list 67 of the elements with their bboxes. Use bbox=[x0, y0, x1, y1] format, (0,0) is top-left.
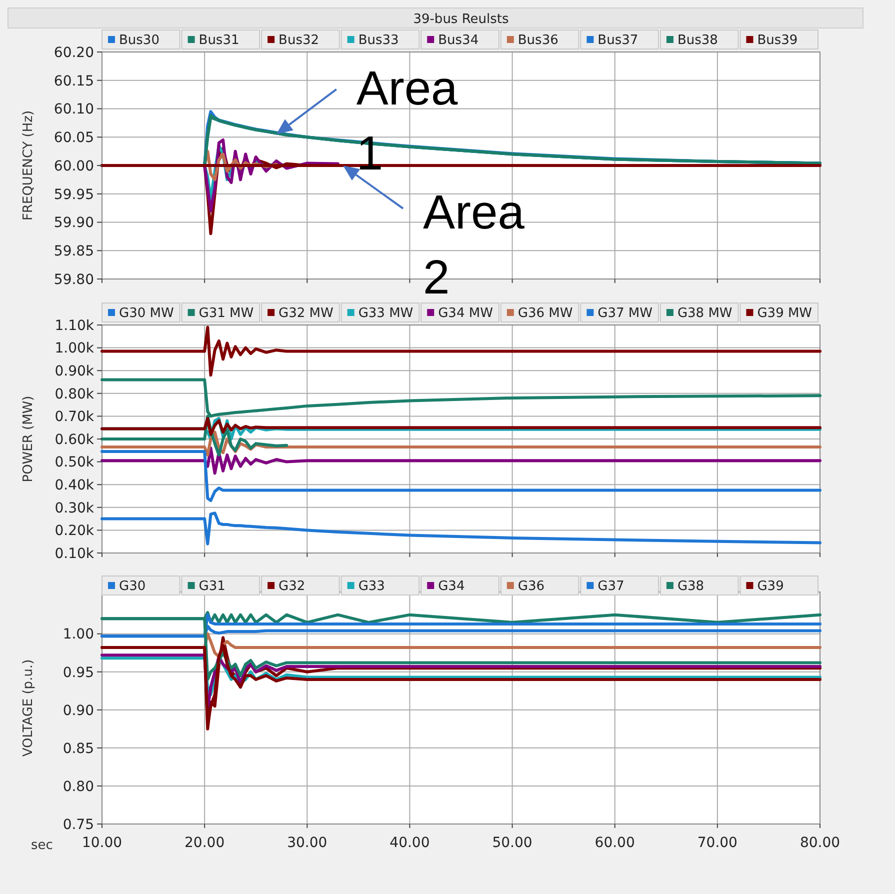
y-tick-label: 60.00 bbox=[54, 158, 94, 174]
y-tick-label: 0.60k bbox=[54, 432, 95, 448]
y-tick-label: 0.30k bbox=[54, 500, 95, 516]
legend-label: Bus36 bbox=[518, 33, 558, 48]
legend-label: G33 MW bbox=[358, 306, 414, 321]
x-tick-label: 50.00 bbox=[492, 835, 532, 851]
legend-label: G32 MW bbox=[278, 306, 334, 321]
legend-label: G34 MW bbox=[438, 306, 494, 321]
legend-label: Bus33 bbox=[358, 33, 399, 48]
x-tick-label: 20.00 bbox=[184, 835, 225, 851]
y-tick-label: 60.05 bbox=[54, 130, 94, 146]
legend-label: Bus39 bbox=[757, 33, 798, 48]
y-tick-label: 59.95 bbox=[54, 186, 94, 203]
y-tick-label: 60.10 bbox=[54, 102, 94, 118]
y-tick-label: 0.20k bbox=[54, 523, 95, 540]
legend-label: Bus34 bbox=[438, 33, 479, 48]
legend-label: Bus31 bbox=[198, 33, 240, 48]
y-tick-label: 1.00 bbox=[62, 626, 94, 643]
y-tick-label: 1.10k bbox=[54, 318, 95, 334]
legend-label: G36 MW bbox=[518, 306, 573, 321]
x-tick-label: 30.00 bbox=[287, 835, 328, 851]
legend-label: G38 bbox=[677, 579, 704, 594]
y-tick-label: 0.50k bbox=[54, 454, 95, 471]
legend-label: Bus32 bbox=[278, 33, 320, 48]
y-tick-label: 1.00k bbox=[54, 340, 95, 357]
x-tick-label: 60.00 bbox=[594, 835, 635, 851]
legend-label: G37 bbox=[598, 579, 624, 594]
y-tick-label: 0.40k bbox=[54, 478, 95, 494]
chart-title: 39-bus Reulsts bbox=[413, 12, 510, 27]
y-tick-label: 59.90 bbox=[54, 215, 94, 232]
legend-label: G39 bbox=[757, 579, 784, 594]
y-tick-label: 0.90 bbox=[62, 702, 94, 719]
legend-label: G39 MW bbox=[757, 306, 812, 321]
y-tick-label: 0.95 bbox=[62, 664, 94, 681]
legend-label: G31 bbox=[198, 579, 226, 594]
legend-label: G37 MW bbox=[598, 306, 653, 321]
x-tick-label: 10.00 bbox=[82, 835, 122, 851]
legend-label: G33 bbox=[358, 579, 385, 594]
legend-label: Bus38 bbox=[677, 33, 718, 48]
y-tick-label: 0.75 bbox=[62, 816, 94, 833]
y-tick-label: 0.85 bbox=[62, 740, 94, 757]
y-axis-title: VOLTAGE (p.u.) bbox=[21, 659, 36, 757]
legend-label: G38 MW bbox=[677, 306, 732, 321]
y-tick-label: 0.80k bbox=[54, 386, 95, 402]
y-axis-title: POWER (MW) bbox=[21, 396, 36, 482]
y-tick-label: 60.20 bbox=[54, 44, 94, 61]
x-axis-title: sec bbox=[31, 838, 53, 853]
annotation: Area 2 bbox=[423, 186, 525, 304]
y-tick-label: 60.15 bbox=[54, 73, 94, 90]
legend-label: G36 bbox=[518, 579, 545, 594]
legend-label: G30 bbox=[119, 579, 146, 594]
legend-label: G30 MW bbox=[119, 306, 174, 321]
legend-label: G32 bbox=[278, 579, 306, 594]
y-tick-label: 0.90k bbox=[54, 364, 95, 380]
y-tick-label: 0.10k bbox=[54, 546, 95, 562]
x-tick-label: 40.00 bbox=[390, 835, 430, 851]
y-tick-label: 59.80 bbox=[54, 272, 94, 288]
legend-label: Bus30 bbox=[119, 33, 160, 48]
legend-label: G34 bbox=[438, 579, 465, 594]
y-axis-title: FREQUENCY (Hz) bbox=[21, 110, 36, 221]
y-tick-label: 0.70k bbox=[54, 409, 95, 426]
legend-label: Bus37 bbox=[598, 33, 638, 48]
x-tick-label: 70.00 bbox=[697, 835, 738, 851]
x-tick-label: 80.00 bbox=[800, 835, 840, 851]
y-tick-label: 59.85 bbox=[54, 244, 94, 260]
y-tick-label: 0.80 bbox=[62, 778, 94, 795]
legend-label: G31 MW bbox=[198, 306, 254, 321]
